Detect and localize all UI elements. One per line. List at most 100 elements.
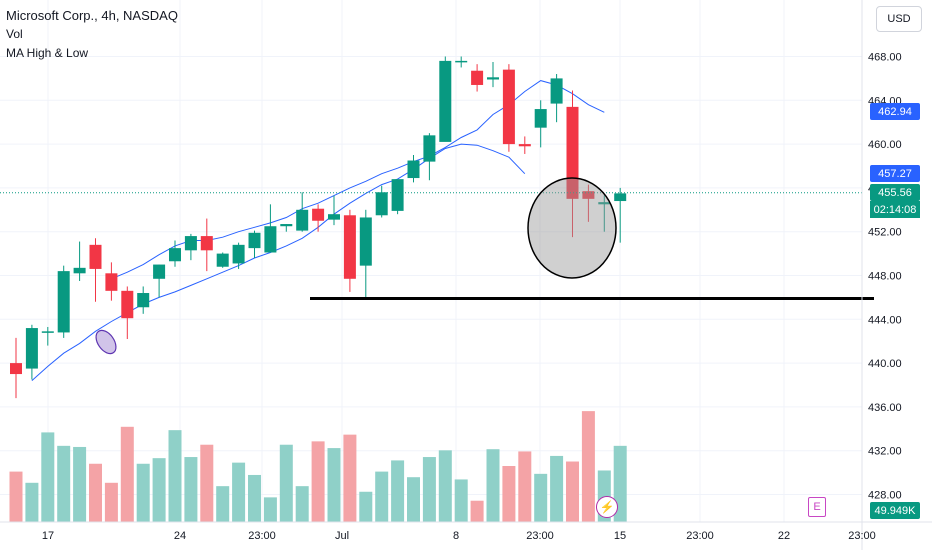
volume-bar (343, 434, 357, 522)
price-tick-label: 444.00 (868, 314, 902, 326)
candle-body (57, 271, 70, 333)
volume-bar (550, 455, 564, 522)
candle-body (471, 70, 484, 85)
volume-bar (327, 448, 341, 522)
ma-high-price-tag: 462.94 (870, 103, 920, 121)
candle-body (518, 144, 531, 147)
time-tick-label: 23:00 (526, 530, 554, 542)
candle-body (343, 215, 356, 279)
volume-bar (232, 462, 246, 522)
lightning-icon[interactable]: ⚡ (596, 496, 618, 518)
candle-body (582, 191, 595, 199)
time-tick-label: 15 (614, 530, 626, 542)
candle-body (407, 160, 420, 179)
volume-bar (279, 444, 293, 522)
volume-bar (200, 444, 214, 522)
ma-low-line (31, 143, 526, 381)
volume-bar (534, 473, 548, 522)
symbol-title[interactable]: Microsoft Corp., 4h, NASDAQ (6, 8, 178, 23)
price-tick-label: 436.00 (868, 402, 902, 414)
candle-body (232, 244, 245, 264)
time-tick-label: 17 (42, 530, 54, 542)
highlight-circle (527, 177, 617, 279)
volume-bar (104, 482, 118, 522)
candle-body (534, 109, 547, 128)
price-tick-label: 452.00 (868, 227, 902, 239)
volume-bar (248, 474, 261, 522)
candles (10, 56, 627, 399)
candle-body (41, 331, 54, 333)
volume-bar (57, 445, 71, 522)
candle-body (10, 363, 22, 375)
time-axis[interactable]: 17 24 23:00 Jul 8 23:00 15 23:00 22 23:00 (0, 521, 932, 542)
candle-body (614, 193, 627, 202)
volume-bar (311, 441, 325, 522)
candle-body (121, 290, 134, 319)
annotations (0, 177, 874, 355)
volume-bar (502, 466, 516, 522)
volume-bar (454, 479, 468, 522)
price-tick-label: 440.00 (868, 358, 902, 370)
time-tick-label: 24 (174, 530, 186, 542)
candle-body (248, 232, 261, 249)
candle-body (280, 224, 293, 227)
volume-tag: 49.949K (870, 502, 920, 519)
price-tick-label: 448.00 (868, 271, 902, 283)
candle-body (502, 69, 515, 145)
volume-bar (581, 411, 595, 522)
time-tick-label: 8 (453, 530, 459, 542)
candle-body (25, 328, 38, 369)
last-price-tag: 455.56 (870, 184, 920, 202)
volume-bar (73, 446, 87, 522)
volume-bar (391, 460, 405, 522)
candle-body (169, 248, 181, 262)
candle-body (328, 214, 340, 220)
price-axis[interactable]: 468.00464.00460.00456.00452.00448.00444.… (861, 0, 902, 550)
candle-body (296, 209, 309, 231)
candle-body (312, 208, 325, 221)
candle-body (153, 264, 166, 279)
candle-body (200, 236, 213, 251)
price-tick-label: 432.00 (868, 446, 902, 458)
price-tick-label: 460.00 (868, 139, 902, 151)
highlight-ellipse (95, 329, 117, 355)
time-tick-label: 23:00 (686, 530, 714, 542)
candle-body (391, 179, 404, 211)
volume-bar (263, 497, 277, 522)
volume-bar (295, 486, 309, 522)
time-tick-label: 22 (778, 530, 790, 542)
time-tick-label: 23:00 (848, 530, 876, 542)
candle-body (184, 236, 197, 251)
earnings-icon[interactable]: E (808, 497, 826, 517)
ma-indicator-label[interactable]: MA High & Low (6, 46, 89, 60)
currency-button[interactable]: USD (876, 6, 922, 32)
candle-body (264, 226, 277, 253)
volume-bar (566, 461, 579, 522)
candle-body (89, 244, 102, 269)
candle-body (105, 273, 118, 291)
volume-bar (438, 450, 452, 522)
candle-body (423, 135, 436, 162)
candle-body (550, 78, 563, 104)
volume-indicator-label[interactable]: Vol (6, 27, 23, 41)
volume-bar (422, 457, 436, 522)
volume-bar (136, 463, 150, 522)
candle-body (455, 60, 468, 63)
candle-body (73, 267, 86, 274)
volume-bar (359, 491, 373, 522)
volume-bar (168, 430, 182, 522)
price-tick-label: 468.00 (868, 52, 902, 64)
bar-countdown: 02:14:08 (870, 201, 920, 219)
chart-legend: Microsoft Corp., 4h, NASDAQ Vol MA High … (6, 6, 178, 63)
volume-bar (375, 471, 389, 522)
volume-bar (89, 463, 102, 522)
candle-body (439, 60, 452, 142)
candle-body (566, 106, 579, 199)
volume-bar (486, 449, 500, 522)
volume-bar (518, 451, 532, 522)
price-tick-label: 428.00 (868, 490, 902, 502)
volume-bar (152, 458, 166, 522)
ma-low-price-tag: 457.27 (870, 165, 920, 183)
candle-body (487, 77, 499, 80)
